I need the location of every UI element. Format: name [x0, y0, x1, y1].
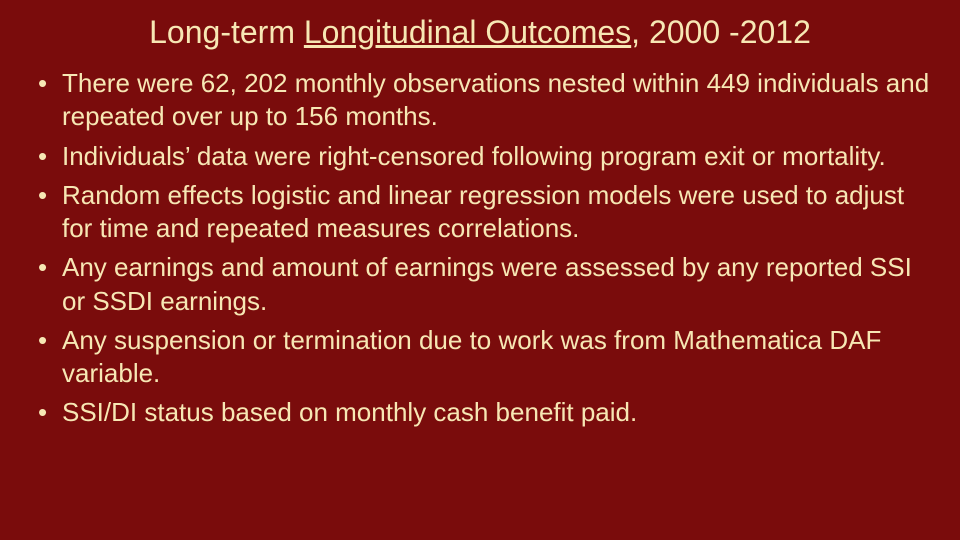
title-prefix: Long-term: [149, 14, 304, 50]
bullet-item: Any earnings and amount of earnings were…: [28, 251, 932, 318]
title-suffix: , 2000 -2012: [631, 14, 811, 50]
bullet-item: Random effects logistic and linear regre…: [28, 179, 932, 246]
bullet-item: Any suspension or termination due to wor…: [28, 324, 932, 391]
title-underlined: Longitudinal Outcomes: [304, 14, 631, 50]
bullet-item: SSI/DI status based on monthly cash bene…: [28, 396, 932, 429]
bullet-item: Individuals’ data were right-censored fo…: [28, 140, 932, 173]
slide-title: Long-term Longitudinal Outcomes, 2000 -2…: [28, 14, 932, 51]
bullet-list: There were 62, 202 monthly observations …: [28, 67, 932, 430]
bullet-item: There were 62, 202 monthly observations …: [28, 67, 932, 134]
